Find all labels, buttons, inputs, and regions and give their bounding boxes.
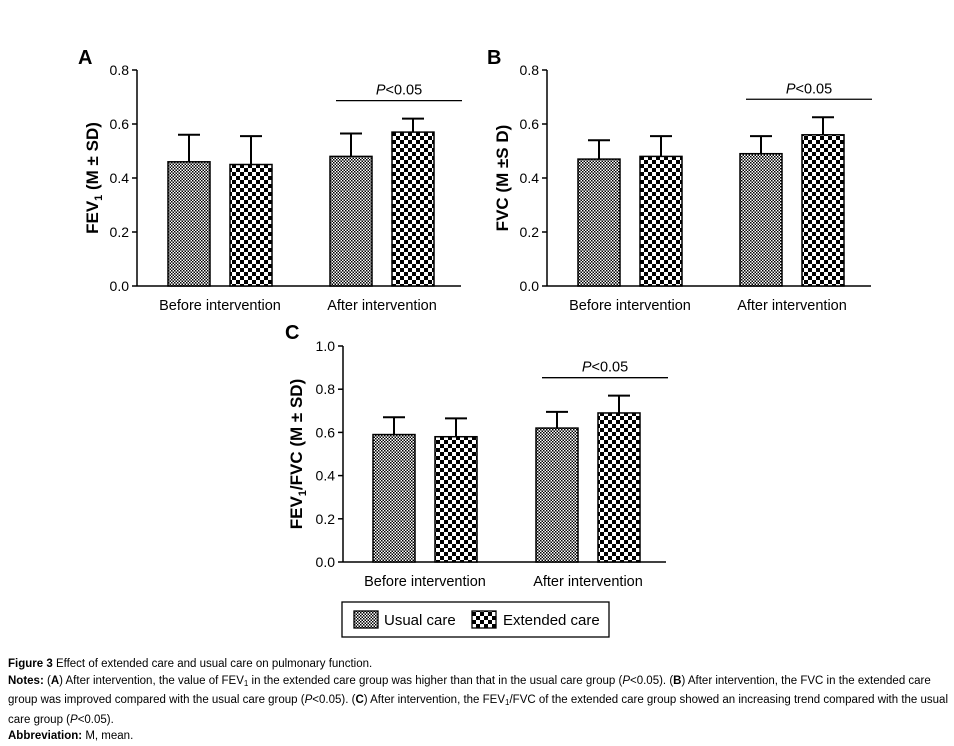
bar xyxy=(597,412,641,563)
bar xyxy=(535,427,579,563)
bar xyxy=(329,155,373,287)
panel-b-chart: B 0.0 0.2 0.4 0.6 0.8 FVC (M ±S D) Before inter… xyxy=(487,47,872,314)
caption-abbrev-label: Abbreviation: xyxy=(8,730,83,742)
caption-p-symbol: P xyxy=(70,713,78,726)
y-tick-label: 0.4 xyxy=(316,468,336,484)
y-tick-label: 0.0 xyxy=(316,554,336,570)
caption-note-b-2: <0.05). xyxy=(312,694,349,706)
y-tick-label: 0.8 xyxy=(110,62,130,78)
caption-note-c-1: After intervention, the FEV xyxy=(370,694,506,706)
significance-label: P<0.05 xyxy=(786,81,832,97)
significance-p: P xyxy=(786,81,796,97)
panel-letter: C xyxy=(285,322,299,344)
y-axis-label-rest: (M ± SD) xyxy=(83,122,102,195)
significance-label: P<0.05 xyxy=(376,83,422,99)
bar xyxy=(639,155,683,287)
bar xyxy=(577,158,621,287)
legend-swatch xyxy=(471,610,497,629)
legend-swatch xyxy=(353,610,379,629)
y-axis-label: FVC (M ±S D) xyxy=(493,125,512,232)
legend-label: Extended care xyxy=(503,612,600,629)
caption-note-a-2: in the extended care group was higher th… xyxy=(251,674,623,687)
caption-abbreviation: Abbreviation: M, mean. xyxy=(8,728,948,745)
x-tick-label: Before intervention xyxy=(364,574,486,590)
y-tick-label: 0.0 xyxy=(110,278,130,294)
bar xyxy=(739,152,783,287)
y-tick-label: 0.8 xyxy=(316,381,336,397)
y-axis-label-sub: 1 xyxy=(93,195,105,201)
significance-label: P<0.05 xyxy=(582,360,628,376)
figure-caption: Figure 3 Effect of extended care and usu… xyxy=(8,656,948,745)
caption-note-a-3: <0.05). xyxy=(630,674,667,687)
significance-value: <0.05 xyxy=(385,83,422,99)
legend-label: Usual care xyxy=(384,612,456,629)
y-tick-label: 0.4 xyxy=(110,170,130,186)
y-axis-label: FEV1/FVC (M ± SD) xyxy=(287,379,309,530)
y-axis-label-main: FVC (M ±S D) xyxy=(493,125,512,232)
y-tick-label: 0.6 xyxy=(520,116,540,132)
x-tick-label: Before intervention xyxy=(569,298,691,314)
x-tick-label: After intervention xyxy=(737,298,847,314)
bar xyxy=(372,433,416,563)
y-tick-label: 0.2 xyxy=(520,224,540,240)
caption-note-c-3: <0.05). xyxy=(77,713,114,726)
y-tick-label: 0.6 xyxy=(316,424,336,440)
bar xyxy=(391,131,435,287)
y-tick-label: 0.2 xyxy=(316,511,336,527)
significance-value: <0.05 xyxy=(591,360,628,376)
x-tick-label: Before intervention xyxy=(159,298,281,314)
x-tick-label: After intervention xyxy=(533,574,643,590)
significance-p: P xyxy=(582,360,592,376)
y-tick-label: 1.0 xyxy=(316,338,336,354)
caption-note-a-1: After intervention, the value of FEV xyxy=(65,674,244,687)
y-tick-label: 0.0 xyxy=(520,278,540,294)
y-axis-label-sub: 1 xyxy=(297,490,309,496)
y-axis-label-main: FEV xyxy=(83,200,102,234)
caption-note-b-1: After intervention, the FVC in the exten… xyxy=(8,674,931,707)
bar xyxy=(434,435,478,563)
panel-letter: B xyxy=(487,47,501,69)
panel-a-chart: A 0.0 0.2 0.4 0.6 0.8 FEV1 (M ± SD) Before inte… xyxy=(78,47,462,314)
caption-note-a-sub: 1 xyxy=(243,678,249,688)
bar xyxy=(167,161,211,287)
bar xyxy=(229,163,273,287)
significance-value: <0.05 xyxy=(795,81,832,97)
caption-abbrev-text: M, mean. xyxy=(85,730,134,742)
caption-title: Figure 3 Effect of extended care and usu… xyxy=(8,656,948,673)
caption-title-text: Effect of extended care and usual care o… xyxy=(55,658,373,670)
y-axis-label-rest: /FVC (M ± SD) xyxy=(287,379,306,490)
caption-note-c-2: /FVC of the extended care group showed a… xyxy=(8,694,949,726)
caption-p-symbol: P xyxy=(304,694,313,706)
legend: Usual care Extended care xyxy=(341,601,610,638)
significance-p: P xyxy=(376,83,386,99)
panel-c-chart: C 0.0 0.2 0.4 0.6 0.8 1.0 FEV1/FVC (M ± SD) Befo… xyxy=(285,322,668,590)
x-tick-label: After intervention xyxy=(327,298,437,314)
y-tick-label: 0.6 xyxy=(110,116,130,132)
caption-figure-label: Figure 3 xyxy=(8,658,53,670)
y-tick-label: 0.2 xyxy=(110,224,130,240)
y-tick-label: 0.4 xyxy=(520,170,540,186)
bar xyxy=(801,134,845,287)
y-axis-label: FEV1 (M ± SD) xyxy=(83,122,105,234)
panel-letter: A xyxy=(78,47,92,69)
caption-note-c-sub: 1 xyxy=(505,698,510,707)
y-axis-label-main: FEV xyxy=(287,496,306,530)
caption-notes: Notes: (A) After intervention, the value… xyxy=(8,674,949,726)
caption-notes-label: Notes: xyxy=(8,674,44,687)
y-tick-label: 0.8 xyxy=(520,62,540,78)
caption-p-symbol: P xyxy=(622,674,630,687)
